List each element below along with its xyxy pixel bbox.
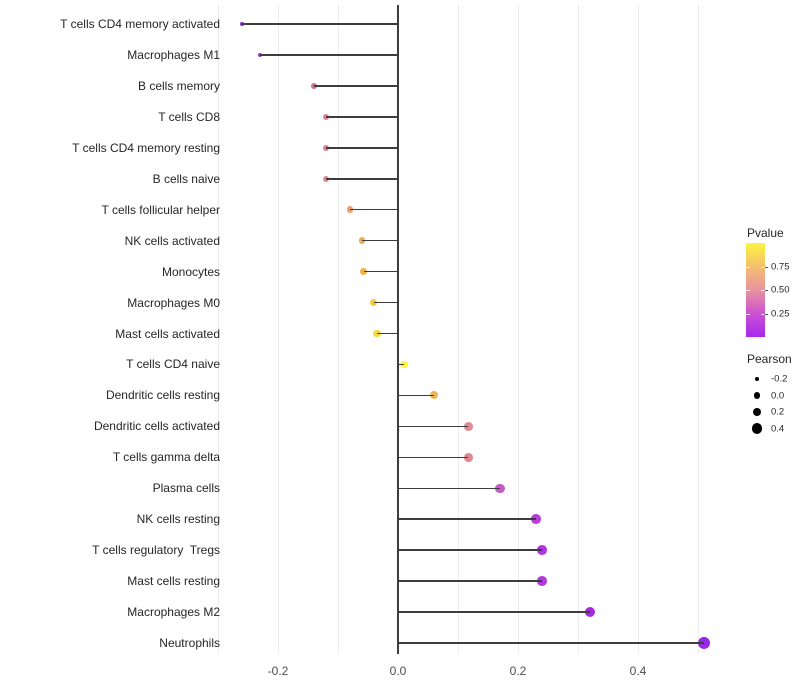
row-label: Mast cells resting	[127, 574, 220, 589]
row-label: T cells CD4 memory resting	[72, 140, 220, 155]
row-label: T cells regulatory Tregs	[92, 543, 220, 558]
colorbar-tick	[765, 290, 768, 291]
lollipop-stick	[350, 208, 398, 211]
colorbar-tick-label: 0.75	[771, 261, 790, 272]
colorbar-tick-label: 0.25	[771, 308, 790, 319]
lollipop-stick	[242, 23, 398, 25]
grid-line	[457, 5, 459, 654]
pearson-legend-dot	[752, 407, 762, 417]
grid-line	[577, 5, 579, 654]
pearson-legend-label: 0.2	[771, 406, 785, 418]
row-label: Dendritic cells resting	[105, 388, 220, 403]
row-label: NK cells activated	[124, 233, 220, 248]
grid-line	[697, 5, 699, 654]
pearson-legend-dot	[751, 423, 763, 434]
grid-line	[277, 5, 279, 654]
pearson-legend-dot	[753, 392, 761, 399]
lollipop-stick	[398, 425, 469, 428]
row-label: T cells CD4 naive	[126, 357, 220, 372]
colorbar-tick	[765, 313, 768, 315]
lollipop-stick	[326, 147, 398, 149]
pvalue-legend-title: Pvalue	[747, 226, 784, 240]
row-label: NK cells resting	[136, 512, 220, 527]
colorbar-tick-label: 0.50	[771, 284, 790, 296]
row-label: T cells gamma delta	[112, 450, 220, 465]
lollipop-dot	[373, 329, 381, 338]
colorbar-tick	[761, 266, 765, 268]
lollipop-stick	[362, 239, 398, 242]
lollipop-stick	[363, 270, 398, 273]
x-tick-label: -0.2	[267, 664, 289, 678]
colorbar-tick	[761, 290, 765, 291]
lollipop-stick	[398, 518, 536, 520]
grid-line	[217, 5, 219, 654]
x-tick-label: 0.4	[629, 664, 647, 678]
pearson-legend-label: 0.0	[771, 390, 785, 401]
lollipop-dot	[360, 268, 368, 275]
pearson-legend-label: -0.2	[771, 373, 788, 385]
lollipop-dot	[463, 422, 473, 431]
row-label: Macrophages M1	[127, 47, 220, 62]
lollipop-stick	[398, 456, 469, 459]
lollipop-stick	[398, 611, 590, 613]
lollipop-stick	[398, 394, 434, 397]
lollipop-dot	[323, 144, 329, 151]
lollipop-stick	[398, 487, 500, 489]
row-label: Monocytes	[161, 264, 220, 279]
lollipop-dot	[323, 175, 329, 182]
row-label: Macrophages M0	[127, 295, 220, 310]
row-label: Plasma cells	[152, 481, 220, 496]
lollipop-stick	[374, 301, 398, 304]
pearson-legend-dot	[754, 376, 760, 382]
pvalue-colorbar-gradient	[746, 243, 765, 337]
lollipop-stick	[377, 332, 398, 335]
row-label: T cells follicular helper	[101, 202, 221, 217]
lollipop-stick	[314, 85, 398, 87]
lollipop-stick	[398, 549, 542, 551]
x-tick-label: 0.2	[509, 664, 527, 678]
lollipop-stick	[398, 363, 404, 366]
lollipop-dot	[358, 237, 366, 245]
colorbar-tick	[746, 266, 750, 268]
pearson-legend-label: 0.4	[771, 423, 785, 434]
grid-line	[337, 5, 339, 654]
row-label: Macrophages M2	[127, 605, 220, 620]
lollipop-stick	[398, 580, 542, 582]
colorbar-tick	[746, 313, 750, 315]
lollipop-dot	[370, 299, 378, 307]
row-label: T cells CD4 memory activated	[60, 17, 220, 31]
lollipop-dot	[463, 452, 473, 462]
lollipop-dot	[257, 52, 263, 57]
zero-baseline	[397, 5, 399, 654]
lollipop-stick	[326, 116, 398, 118]
lollipop-dot	[323, 113, 329, 120]
row-label: B cells naive	[152, 171, 220, 186]
colorbar-tick	[761, 313, 765, 315]
row-label: T cells CD8	[158, 109, 220, 124]
colorbar-tick	[765, 266, 768, 268]
row-label: Dendritic cells activated	[93, 419, 220, 434]
lollipop-dot	[240, 22, 244, 26]
colorbar-tick	[746, 290, 750, 291]
lollipop-stick	[398, 642, 704, 644]
row-label: Mast cells activated	[115, 326, 220, 341]
grid-line	[637, 5, 639, 654]
grid-line	[517, 5, 519, 654]
pearson-legend-title: Pearson	[747, 352, 792, 366]
row-label: Neutrophils	[159, 636, 220, 650]
lollipop-dot	[311, 83, 317, 89]
lollipop-stick	[326, 178, 398, 180]
lollipop-stick	[260, 54, 398, 56]
row-label: B cells memory	[137, 78, 220, 93]
x-tick-label: 0.0	[389, 664, 407, 678]
